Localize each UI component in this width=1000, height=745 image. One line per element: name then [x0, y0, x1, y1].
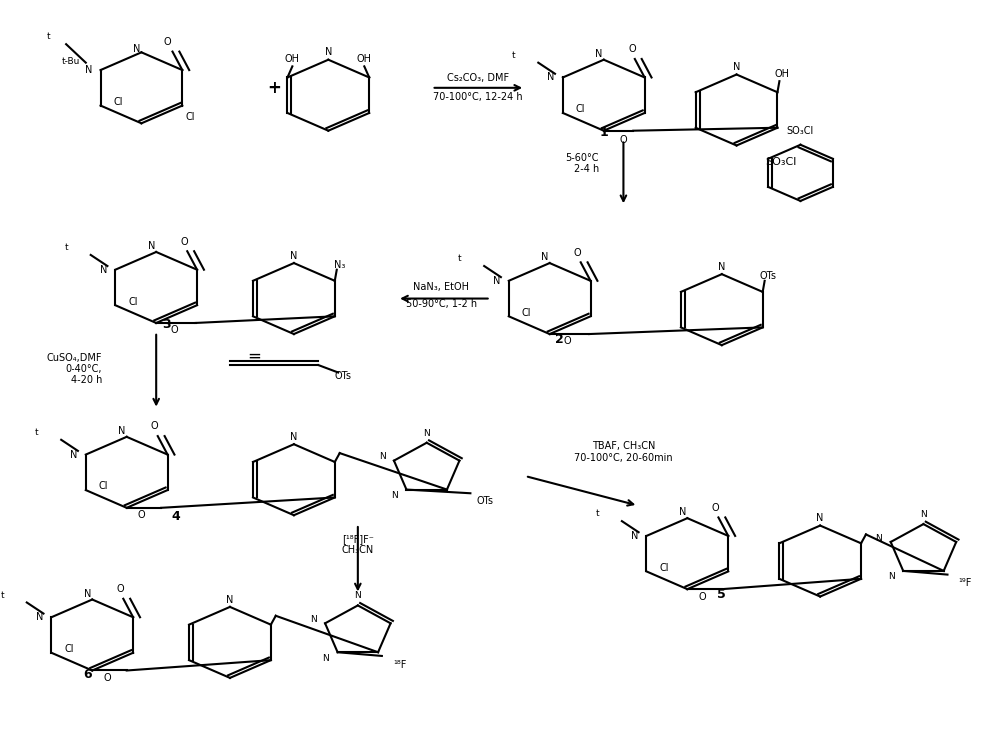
Text: t: t	[64, 243, 68, 252]
Text: N: N	[290, 250, 298, 261]
Text: O: O	[620, 135, 627, 145]
Text: 50-90°C, 1-2 h: 50-90°C, 1-2 h	[406, 299, 477, 309]
Text: SO₃Cl: SO₃Cl	[765, 156, 797, 167]
Text: N: N	[718, 261, 725, 272]
Text: OH: OH	[775, 69, 790, 79]
Text: N: N	[391, 491, 398, 500]
Text: t: t	[595, 510, 599, 519]
Text: 5-60°C: 5-60°C	[565, 153, 599, 163]
Text: +: +	[267, 79, 281, 97]
Text: t-Bu: t-Bu	[62, 57, 80, 66]
Text: 70-100°C, 20-60min: 70-100°C, 20-60min	[574, 452, 673, 463]
Text: O: O	[151, 422, 159, 431]
Text: N: N	[876, 533, 882, 543]
Text: SO₃Cl: SO₃Cl	[787, 127, 814, 136]
Text: N: N	[133, 44, 140, 54]
Text: t: t	[458, 254, 461, 263]
Text: Cl: Cl	[99, 481, 108, 492]
Text: t: t	[512, 51, 515, 60]
Text: 70-100°C, 12-24 h: 70-100°C, 12-24 h	[433, 92, 523, 102]
Text: 5: 5	[717, 588, 726, 600]
Text: O: O	[712, 503, 719, 513]
Text: Cl: Cl	[576, 104, 585, 114]
Text: N: N	[310, 615, 317, 624]
Text: N: N	[325, 48, 332, 57]
Text: O: O	[138, 510, 145, 520]
Text: N: N	[226, 595, 234, 604]
Text: N₃: N₃	[334, 259, 345, 270]
Text: OH: OH	[357, 54, 372, 64]
Text: 2-4 h: 2-4 h	[574, 164, 599, 174]
Text: O: O	[574, 247, 582, 258]
Text: TBAF, CH₃CN: TBAF, CH₃CN	[592, 442, 655, 451]
Text: Cs₂CO₃, DMF: Cs₂CO₃, DMF	[447, 73, 509, 83]
Text: 4: 4	[171, 510, 180, 523]
Text: Cl: Cl	[113, 97, 123, 107]
Text: N: N	[354, 592, 361, 600]
Text: N: N	[148, 241, 155, 251]
Text: N: N	[733, 62, 740, 72]
Text: O: O	[103, 673, 111, 683]
Text: O: O	[170, 326, 178, 335]
Text: ¹⁸F: ¹⁸F	[393, 660, 406, 670]
Text: ¹⁹F: ¹⁹F	[958, 578, 972, 589]
Text: O: O	[698, 592, 706, 601]
Text: N: N	[118, 426, 125, 436]
Text: N: N	[631, 531, 638, 541]
Text: OTs: OTs	[477, 495, 494, 506]
Text: N: N	[36, 612, 43, 622]
Text: 2: 2	[555, 333, 564, 346]
Text: N: N	[70, 449, 78, 460]
Text: ≡: ≡	[248, 349, 261, 367]
Text: Cl: Cl	[128, 297, 138, 306]
Text: 3: 3	[162, 318, 170, 331]
Text: OTs: OTs	[335, 371, 352, 381]
Text: Cl: Cl	[659, 562, 669, 573]
Text: O: O	[180, 237, 188, 247]
Text: 6: 6	[83, 668, 92, 681]
Text: OTs: OTs	[759, 270, 776, 281]
Text: N: N	[816, 513, 824, 523]
Text: OH: OH	[285, 54, 300, 64]
Text: t: t	[35, 428, 38, 437]
Text: Cl: Cl	[64, 644, 74, 654]
Text: N: N	[920, 510, 927, 519]
Text: N: N	[423, 428, 430, 437]
Text: 4-20 h: 4-20 h	[71, 375, 102, 385]
Text: t: t	[47, 32, 50, 41]
Text: N: N	[379, 452, 386, 461]
Text: N: N	[84, 589, 91, 598]
Text: N: N	[888, 572, 895, 581]
Text: Cl: Cl	[522, 308, 531, 317]
Text: 0-40°C,: 0-40°C,	[66, 364, 102, 374]
Text: O: O	[164, 37, 171, 47]
Text: CuSO₄,DMF: CuSO₄,DMF	[47, 352, 102, 363]
Text: N: N	[100, 264, 107, 275]
Text: N: N	[322, 653, 329, 662]
Text: t: t	[0, 591, 4, 600]
Text: N: N	[85, 65, 92, 75]
Text: O: O	[564, 337, 571, 346]
Text: O: O	[117, 584, 124, 595]
Text: 1: 1	[599, 126, 608, 139]
Text: [¹⁸F]F⁻: [¹⁸F]F⁻	[342, 534, 374, 544]
Text: N: N	[541, 252, 548, 262]
Text: NaN₃, EtOH: NaN₃, EtOH	[413, 282, 469, 293]
Text: N: N	[290, 432, 298, 442]
Text: N: N	[595, 49, 603, 59]
Text: O: O	[628, 45, 636, 54]
Text: N: N	[547, 72, 555, 83]
Text: N: N	[493, 276, 501, 286]
Text: Cl: Cl	[185, 112, 195, 121]
Text: N: N	[679, 507, 686, 517]
Text: CH₃CN: CH₃CN	[342, 545, 374, 555]
